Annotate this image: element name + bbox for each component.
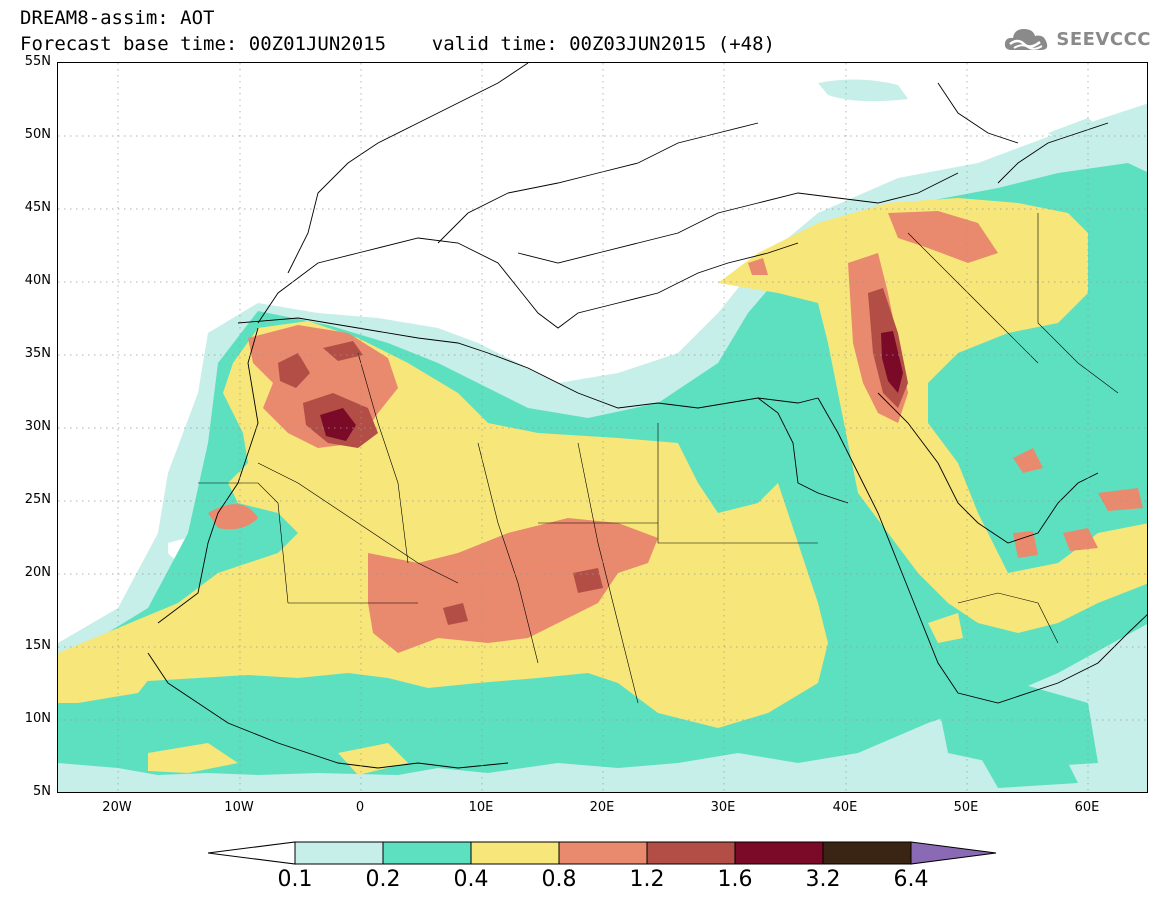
lat-label-50n: 50N: [24, 127, 51, 142]
lon-label-10w: 10W: [224, 800, 254, 815]
lat-label-15n: 15N: [24, 638, 51, 653]
aot-colorbar: [208, 841, 997, 865]
colorbar-label-0-1: 0.1: [277, 867, 313, 892]
forecast-time-subtitle: Forecast base time: 00Z01JUN2015 valid t…: [20, 33, 775, 55]
colorbar-over-arrow: [910, 841, 997, 865]
lat-label-25n: 25N: [24, 492, 51, 507]
lon-label-40e: 40E: [832, 800, 858, 815]
colorbar-swatch-0-4: [470, 841, 560, 865]
colorbar-label-1-2: 1.2: [629, 867, 665, 892]
colorbar-swatch-1-2: [646, 841, 736, 865]
lon-label-20w: 20W: [102, 800, 132, 815]
political-borders: [198, 213, 1119, 704]
lat-label-40n: 40N: [24, 273, 51, 288]
coastlines-borders: [147, 63, 1147, 769]
colorbar-swatch-1-6: [734, 841, 824, 865]
colorbar-label-1-6: 1.6: [717, 867, 753, 892]
lon-label-10e: 10E: [468, 800, 494, 815]
seevccc-logo: SEEVCCC: [1002, 22, 1151, 56]
lat-label-30n: 30N: [24, 419, 51, 434]
lon-label-0: 0: [355, 800, 365, 815]
cloud-icon: [1005, 29, 1048, 50]
colorbar-swatch-0-2: [382, 841, 472, 865]
colorbar-swatch-3-2: [822, 841, 912, 865]
lat-label-55n: 55N: [24, 54, 51, 69]
colorbar-label-3-2: 3.2: [805, 867, 841, 892]
logo-text: SEEVCCC: [1056, 28, 1151, 50]
aot-band-1-6: [320, 331, 903, 441]
lat-label-20n: 20N: [24, 565, 51, 580]
aot-band-0-4: [58, 198, 1147, 775]
colorbar-label-6-4: 6.4: [893, 867, 929, 892]
colorbar-under-arrow: [208, 841, 296, 865]
map-title: DREAM8-assim: AOT: [20, 7, 215, 29]
aot-map-panel: [57, 62, 1148, 793]
lat-label-35n: 35N: [24, 346, 51, 361]
colorbar-label-0-2: 0.2: [365, 867, 401, 892]
colorbar-label-0-4: 0.4: [453, 867, 489, 892]
aot-map-canvas: [58, 63, 1147, 792]
lon-label-60e: 60E: [1074, 800, 1100, 815]
lat-label-10n: 10N: [24, 711, 51, 726]
lon-label-30e: 30E: [710, 800, 736, 815]
colorbar-swatch-0-1: [294, 841, 384, 865]
colorbar-swatch-0-8: [558, 841, 648, 865]
lon-label-20e: 20E: [589, 800, 615, 815]
colorbar-label-0-8: 0.8: [541, 867, 577, 892]
lon-label-50e: 50E: [953, 800, 979, 815]
lat-label-45n: 45N: [24, 200, 51, 215]
lat-label-5n: 5N: [33, 784, 51, 799]
